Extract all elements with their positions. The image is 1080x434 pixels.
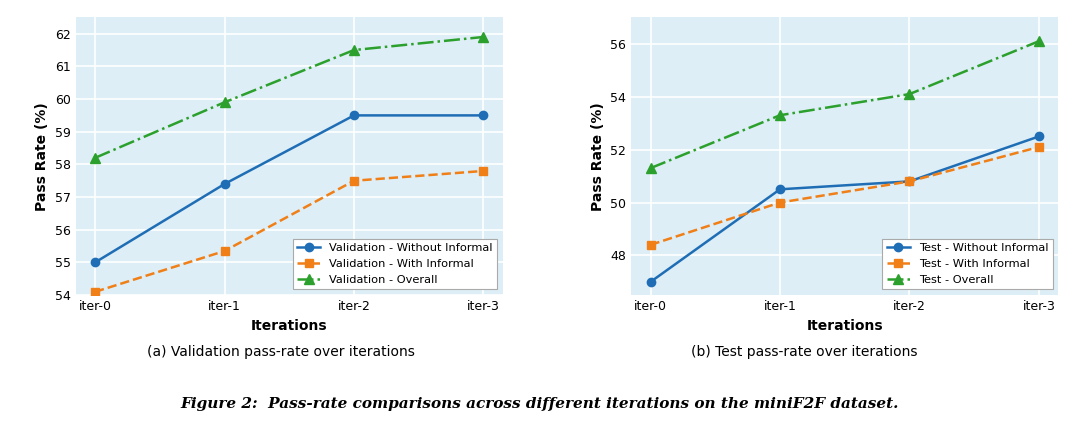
Line: Test - Overall: Test - Overall [646, 36, 1044, 173]
Test - Without Informal [1032, 134, 1045, 139]
Line: Validation - Overall: Validation - Overall [90, 32, 488, 163]
Y-axis label: Pass Rate (%): Pass Rate (%) [36, 102, 50, 210]
Line: Test - Without Informal: Test - Without Informal [646, 132, 1043, 286]
Validation - Overall [218, 100, 231, 105]
Validation - Without Informal [348, 113, 361, 118]
Test - Without Informal [644, 279, 657, 285]
Test - Without Informal [773, 187, 786, 192]
Test - Overall [773, 113, 786, 118]
Validation - With Informal [218, 248, 231, 253]
Line: Validation - With Informal: Validation - With Informal [91, 167, 488, 296]
Legend: Validation - Without Informal, Validation - With Informal, Validation - Overall: Validation - Without Informal, Validatio… [293, 239, 497, 289]
Validation - Overall [477, 34, 490, 39]
Test - Overall [1032, 39, 1045, 44]
Test - With Informal [773, 200, 786, 205]
Line: Validation - Without Informal: Validation - Without Informal [91, 111, 488, 266]
Validation - Without Informal [477, 113, 490, 118]
Test - With Informal [644, 242, 657, 247]
Validation - With Informal [477, 168, 490, 174]
Validation - Overall [89, 155, 102, 161]
Validation - With Informal [89, 289, 102, 294]
Test - Overall [903, 92, 916, 97]
Test - Without Informal [903, 179, 916, 184]
X-axis label: Iterations: Iterations [807, 319, 883, 332]
Validation - Overall [348, 47, 361, 53]
Validation - Without Informal [218, 181, 231, 187]
Test - With Informal [903, 179, 916, 184]
Line: Test - With Informal: Test - With Informal [646, 143, 1043, 249]
Text: (b) Test pass-rate over iterations: (b) Test pass-rate over iterations [691, 345, 918, 359]
Y-axis label: Pass Rate (%): Pass Rate (%) [591, 102, 605, 210]
Validation - With Informal [348, 178, 361, 183]
Text: (a) Validation pass-rate over iterations: (a) Validation pass-rate over iterations [147, 345, 415, 359]
X-axis label: Iterations: Iterations [251, 319, 327, 332]
Test - With Informal [1032, 145, 1045, 150]
Test - Overall [644, 165, 657, 171]
Legend: Test - Without Informal, Test - With Informal, Test - Overall: Test - Without Informal, Test - With Inf… [882, 239, 1053, 289]
Text: Figure 2:  Pass-rate comparisons across different iterations on the miniF2F data: Figure 2: Pass-rate comparisons across d… [180, 397, 900, 411]
Validation - Without Informal [89, 260, 102, 265]
